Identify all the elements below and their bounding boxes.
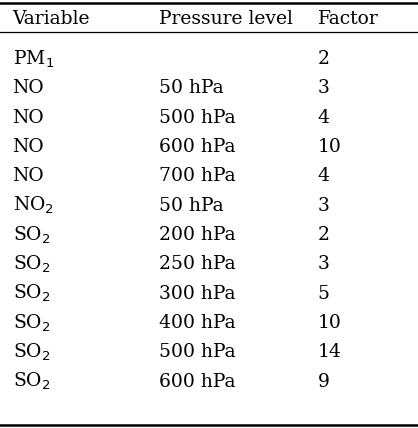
Text: Variable: Variable [13, 10, 90, 28]
Text: NO: NO [13, 79, 44, 98]
Text: 300 hPa: 300 hPa [159, 285, 235, 303]
Text: SO$_2$: SO$_2$ [13, 312, 50, 333]
Text: 200 hPa: 200 hPa [159, 226, 235, 244]
Text: 50 hPa: 50 hPa [159, 196, 224, 215]
Text: 3: 3 [318, 196, 329, 215]
Text: SO$_2$: SO$_2$ [13, 371, 50, 392]
Text: Pressure level: Pressure level [159, 10, 293, 28]
Text: NO: NO [13, 167, 44, 185]
Text: 10: 10 [318, 314, 342, 332]
Text: 9: 9 [318, 372, 329, 391]
Text: 14: 14 [318, 343, 342, 361]
Text: 500 hPa: 500 hPa [159, 343, 235, 361]
Text: 2: 2 [318, 226, 330, 244]
Text: Factor: Factor [318, 10, 378, 28]
Text: 250 hPa: 250 hPa [159, 255, 235, 273]
Text: 3: 3 [318, 255, 329, 273]
Text: 400 hPa: 400 hPa [159, 314, 235, 332]
Text: 10: 10 [318, 138, 342, 156]
Text: 4: 4 [318, 109, 330, 127]
Text: NO: NO [13, 138, 44, 156]
Text: 3: 3 [318, 79, 329, 98]
Text: 600 hPa: 600 hPa [159, 372, 235, 391]
Text: 600 hPa: 600 hPa [159, 138, 235, 156]
Text: NO$_2$: NO$_2$ [13, 195, 54, 216]
Text: SO$_2$: SO$_2$ [13, 342, 50, 363]
Text: 4: 4 [318, 167, 330, 185]
Text: 50 hPa: 50 hPa [159, 79, 224, 98]
Text: NO: NO [13, 109, 44, 127]
Text: 500 hPa: 500 hPa [159, 109, 235, 127]
Text: 5: 5 [318, 285, 330, 303]
Text: SO$_2$: SO$_2$ [13, 224, 50, 246]
Text: SO$_2$: SO$_2$ [13, 283, 50, 304]
Text: PM$_1$: PM$_1$ [13, 48, 54, 70]
Text: 700 hPa: 700 hPa [159, 167, 235, 185]
Text: SO$_2$: SO$_2$ [13, 254, 50, 275]
Text: 2: 2 [318, 50, 330, 68]
